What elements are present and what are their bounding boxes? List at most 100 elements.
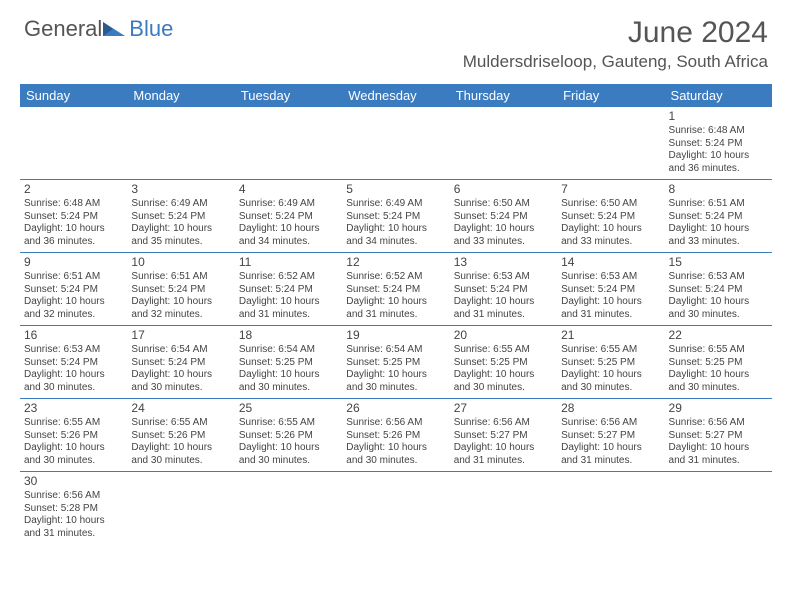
sunset-text: Sunset: 5:27 PM <box>669 430 768 443</box>
day-number: 11 <box>239 255 338 270</box>
daylight-text: Daylight: 10 hours and 30 minutes. <box>24 442 123 467</box>
flag-icon <box>103 20 127 38</box>
daylight-text: Daylight: 10 hours and 31 minutes. <box>561 442 660 467</box>
sunrise-text: Sunrise: 6:52 AM <box>239 271 338 284</box>
calendar-cell: 23Sunrise: 6:55 AMSunset: 5:26 PMDayligh… <box>20 399 127 472</box>
calendar-cell <box>450 472 557 545</box>
sunset-text: Sunset: 5:24 PM <box>131 211 230 224</box>
day-number: 6 <box>454 182 553 197</box>
calendar-cell: 5Sunrise: 6:49 AMSunset: 5:24 PMDaylight… <box>342 180 449 253</box>
daylight-text: Daylight: 10 hours and 30 minutes. <box>561 369 660 394</box>
logo: General Blue <box>24 16 173 42</box>
daylight-text: Daylight: 10 hours and 30 minutes. <box>454 369 553 394</box>
calendar-cell: 9Sunrise: 6:51 AMSunset: 5:24 PMDaylight… <box>20 253 127 326</box>
sunrise-text: Sunrise: 6:54 AM <box>239 344 338 357</box>
calendar-row: 30Sunrise: 6:56 AMSunset: 5:28 PMDayligh… <box>20 472 772 545</box>
daylight-text: Daylight: 10 hours and 32 minutes. <box>24 296 123 321</box>
daylight-text: Daylight: 10 hours and 31 minutes. <box>239 296 338 321</box>
calendar-cell: 15Sunrise: 6:53 AMSunset: 5:24 PMDayligh… <box>665 253 772 326</box>
sunset-text: Sunset: 5:25 PM <box>561 357 660 370</box>
calendar-row: 1Sunrise: 6:48 AMSunset: 5:24 PMDaylight… <box>20 107 772 180</box>
daylight-text: Daylight: 10 hours and 33 minutes. <box>561 223 660 248</box>
calendar-cell: 8Sunrise: 6:51 AMSunset: 5:24 PMDaylight… <box>665 180 772 253</box>
col-saturday: Saturday <box>665 84 772 107</box>
sunset-text: Sunset: 5:24 PM <box>454 211 553 224</box>
calendar-cell <box>127 472 234 545</box>
sunrise-text: Sunrise: 6:54 AM <box>131 344 230 357</box>
daylight-text: Daylight: 10 hours and 33 minutes. <box>669 223 768 248</box>
daylight-text: Daylight: 10 hours and 30 minutes. <box>131 369 230 394</box>
day-number: 18 <box>239 328 338 343</box>
calendar-cell: 12Sunrise: 6:52 AMSunset: 5:24 PMDayligh… <box>342 253 449 326</box>
calendar-cell: 22Sunrise: 6:55 AMSunset: 5:25 PMDayligh… <box>665 326 772 399</box>
day-number: 25 <box>239 401 338 416</box>
calendar-cell: 19Sunrise: 6:54 AMSunset: 5:25 PMDayligh… <box>342 326 449 399</box>
daylight-text: Daylight: 10 hours and 33 minutes. <box>454 223 553 248</box>
calendar-row: 23Sunrise: 6:55 AMSunset: 5:26 PMDayligh… <box>20 399 772 472</box>
calendar-row: 9Sunrise: 6:51 AMSunset: 5:24 PMDaylight… <box>20 253 772 326</box>
sunset-text: Sunset: 5:26 PM <box>239 430 338 443</box>
calendar-cell <box>665 472 772 545</box>
sunset-text: Sunset: 5:24 PM <box>346 211 445 224</box>
sunrise-text: Sunrise: 6:49 AM <box>346 198 445 211</box>
col-friday: Friday <box>557 84 664 107</box>
calendar-cell: 17Sunrise: 6:54 AMSunset: 5:24 PMDayligh… <box>127 326 234 399</box>
calendar-cell: 16Sunrise: 6:53 AMSunset: 5:24 PMDayligh… <box>20 326 127 399</box>
sunrise-text: Sunrise: 6:56 AM <box>454 417 553 430</box>
daylight-text: Daylight: 10 hours and 34 minutes. <box>346 223 445 248</box>
sunrise-text: Sunrise: 6:54 AM <box>346 344 445 357</box>
day-number: 5 <box>346 182 445 197</box>
sunset-text: Sunset: 5:24 PM <box>131 284 230 297</box>
sunset-text: Sunset: 5:24 PM <box>561 211 660 224</box>
calendar-table: Sunday Monday Tuesday Wednesday Thursday… <box>20 84 772 544</box>
logo-text-blue: Blue <box>129 16 173 42</box>
sunrise-text: Sunrise: 6:50 AM <box>454 198 553 211</box>
daylight-text: Daylight: 10 hours and 30 minutes. <box>669 296 768 321</box>
sunrise-text: Sunrise: 6:48 AM <box>24 198 123 211</box>
day-number: 19 <box>346 328 445 343</box>
day-number: 29 <box>669 401 768 416</box>
daylight-text: Daylight: 10 hours and 32 minutes. <box>131 296 230 321</box>
sunset-text: Sunset: 5:24 PM <box>131 357 230 370</box>
calendar-cell: 25Sunrise: 6:55 AMSunset: 5:26 PMDayligh… <box>235 399 342 472</box>
day-number: 2 <box>24 182 123 197</box>
day-number: 28 <box>561 401 660 416</box>
sunset-text: Sunset: 5:26 PM <box>346 430 445 443</box>
daylight-text: Daylight: 10 hours and 30 minutes. <box>346 369 445 394</box>
calendar-cell <box>557 107 664 180</box>
sunset-text: Sunset: 5:25 PM <box>669 357 768 370</box>
header: General Blue June 2024 Muldersdriseloop,… <box>0 0 792 76</box>
calendar-cell <box>450 107 557 180</box>
daylight-text: Daylight: 10 hours and 30 minutes. <box>24 369 123 394</box>
daylight-text: Daylight: 10 hours and 31 minutes. <box>346 296 445 321</box>
sunrise-text: Sunrise: 6:55 AM <box>561 344 660 357</box>
calendar-cell: 10Sunrise: 6:51 AMSunset: 5:24 PMDayligh… <box>127 253 234 326</box>
sunset-text: Sunset: 5:25 PM <box>454 357 553 370</box>
daylight-text: Daylight: 10 hours and 36 minutes. <box>669 150 768 175</box>
day-number: 26 <box>346 401 445 416</box>
col-wednesday: Wednesday <box>342 84 449 107</box>
sunrise-text: Sunrise: 6:55 AM <box>669 344 768 357</box>
sunrise-text: Sunrise: 6:53 AM <box>454 271 553 284</box>
day-number: 22 <box>669 328 768 343</box>
day-number: 13 <box>454 255 553 270</box>
sunrise-text: Sunrise: 6:51 AM <box>131 271 230 284</box>
day-number: 15 <box>669 255 768 270</box>
sunrise-text: Sunrise: 6:50 AM <box>561 198 660 211</box>
col-monday: Monday <box>127 84 234 107</box>
calendar-cell: 11Sunrise: 6:52 AMSunset: 5:24 PMDayligh… <box>235 253 342 326</box>
sunrise-text: Sunrise: 6:53 AM <box>669 271 768 284</box>
day-number: 17 <box>131 328 230 343</box>
sunset-text: Sunset: 5:25 PM <box>346 357 445 370</box>
day-number: 1 <box>669 109 768 124</box>
sunrise-text: Sunrise: 6:49 AM <box>239 198 338 211</box>
day-number: 9 <box>24 255 123 270</box>
sunset-text: Sunset: 5:25 PM <box>239 357 338 370</box>
daylight-text: Daylight: 10 hours and 30 minutes. <box>131 442 230 467</box>
sunset-text: Sunset: 5:28 PM <box>24 503 123 516</box>
day-number: 3 <box>131 182 230 197</box>
daylight-text: Daylight: 10 hours and 36 minutes. <box>24 223 123 248</box>
calendar-cell <box>342 472 449 545</box>
col-tuesday: Tuesday <box>235 84 342 107</box>
sunrise-text: Sunrise: 6:55 AM <box>454 344 553 357</box>
